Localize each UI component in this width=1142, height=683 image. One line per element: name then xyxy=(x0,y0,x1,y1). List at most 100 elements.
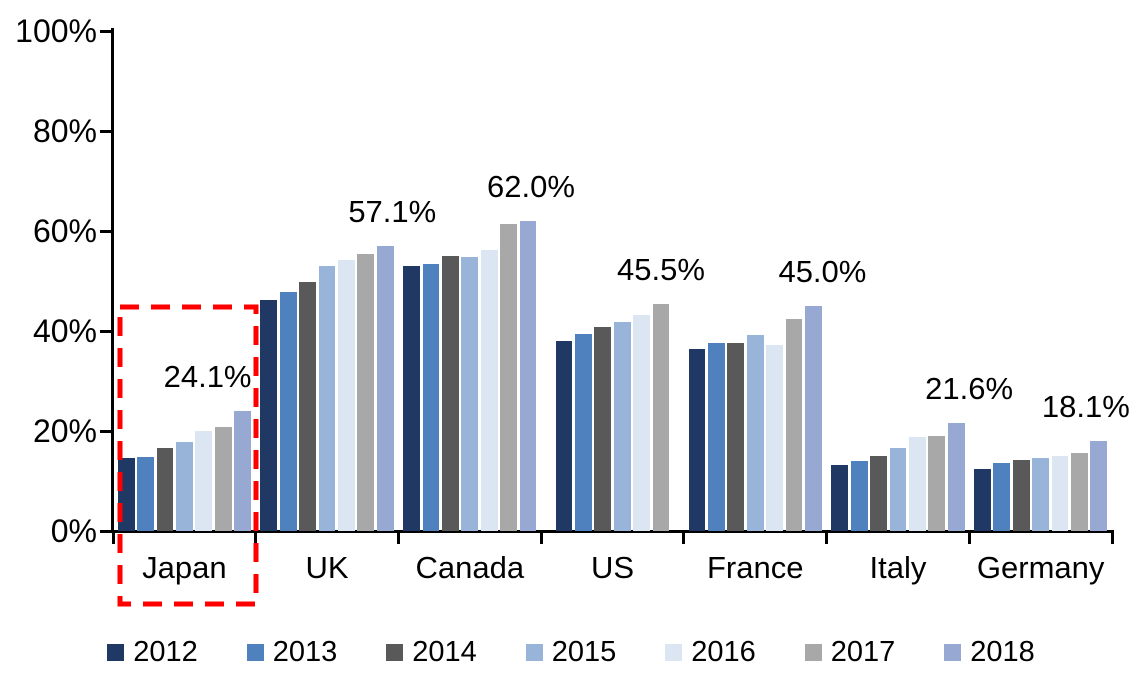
bar-germany-2018 xyxy=(1090,440,1108,531)
x-axis-tick-mark xyxy=(1110,531,1114,544)
bar-uk-2012 xyxy=(260,299,278,531)
bar-uk-2018 xyxy=(376,245,394,531)
legend-item-2013: 2013 xyxy=(246,635,338,668)
x-axis-tick-mark xyxy=(396,531,400,544)
data-label-germany: 18.1% xyxy=(1041,388,1130,424)
bar-italy-2016 xyxy=(908,437,926,531)
legend-label-2015: 2015 xyxy=(551,635,617,668)
y-axis-tick-label: 20% xyxy=(32,413,97,449)
bar-france-2013 xyxy=(708,342,725,531)
bar-canada-2016 xyxy=(480,250,498,531)
y-axis-tick-mark xyxy=(100,329,113,333)
y-axis-tick-label: 40% xyxy=(32,313,97,349)
y-axis-tick-mark xyxy=(100,229,113,233)
bar-germany-2015 xyxy=(1032,458,1050,531)
bar-japan-2016 xyxy=(195,430,213,531)
bar-uk-2017 xyxy=(357,253,375,531)
y-axis-tick-label: 60% xyxy=(32,213,97,249)
y-axis-tick-label: 100% xyxy=(15,13,97,49)
legend-label-2016: 2016 xyxy=(691,635,756,668)
bar-italy-2015 xyxy=(889,448,907,531)
y-axis-tick-label: 0% xyxy=(50,513,97,549)
bar-italy-2012 xyxy=(831,465,849,531)
bar-us-2017 xyxy=(652,303,670,531)
bar-france-2018 xyxy=(805,306,822,531)
data-label-us: 45.5% xyxy=(617,251,705,287)
bar-germany-2013 xyxy=(993,462,1011,531)
bar-japan-2013 xyxy=(137,456,154,531)
legend-swatch-2016 xyxy=(665,643,683,661)
data-label-italy: 21.6% xyxy=(925,371,1014,406)
x-axis-tick-mark xyxy=(682,531,686,544)
bar-uk-2015 xyxy=(318,266,336,531)
bar-uk-2014 xyxy=(299,282,317,531)
legend-item-2015: 2015 xyxy=(525,635,617,668)
bar-france-2016 xyxy=(766,344,783,531)
bar-japan-2018 xyxy=(234,410,251,531)
y-axis-line xyxy=(111,28,114,533)
x-axis-tick-mark xyxy=(254,531,258,544)
data-label-japan: 24.1% xyxy=(163,358,252,394)
category-label-france: France xyxy=(706,550,804,585)
bar-canada-2017 xyxy=(500,223,517,531)
chart-legend: 2012 2013 2014 2015 2016 2017 2018 xyxy=(0,632,1142,672)
bar-canada-2012 xyxy=(403,266,420,531)
legend-item-2018: 2018 xyxy=(944,635,1035,668)
bar-germany-2017 xyxy=(1071,453,1088,531)
bar-france-2012 xyxy=(688,348,706,531)
bar-italy-2013 xyxy=(850,461,868,531)
data-label-france: 45.0% xyxy=(778,254,867,289)
bar-us-2015 xyxy=(613,322,631,531)
category-label-germany: Germany xyxy=(976,550,1105,585)
legend-item-2014: 2014 xyxy=(386,635,477,668)
legend-label-2017: 2017 xyxy=(830,635,896,668)
category-label-canada: Canada xyxy=(415,550,525,585)
legend-label-2012: 2012 xyxy=(133,635,198,668)
legend-label-2018: 2018 xyxy=(970,635,1035,668)
bar-uk-2016 xyxy=(338,260,355,531)
legend-item-2017: 2017 xyxy=(804,635,896,668)
bar-france-2014 xyxy=(727,343,745,531)
legend-swatch-2017 xyxy=(804,643,822,661)
bar-japan-2014 xyxy=(156,447,174,531)
legend-item-2016: 2016 xyxy=(665,635,756,668)
bar-italy-2018 xyxy=(947,423,965,531)
y-axis-tick-mark xyxy=(100,29,113,33)
x-axis-tick-mark xyxy=(825,531,829,544)
y-axis-tick-label: 80% xyxy=(32,113,97,149)
bar-us-2012 xyxy=(555,341,573,531)
bar-canada-2013 xyxy=(422,264,440,531)
bar-japan-2015 xyxy=(175,441,193,531)
bar-us-2016 xyxy=(633,314,650,531)
category-label-italy: Italy xyxy=(869,550,927,585)
x-axis-tick-mark xyxy=(111,531,115,544)
bar-germany-2014 xyxy=(1012,460,1030,531)
y-axis-tick-mark xyxy=(100,529,113,533)
bar-germany-2016 xyxy=(1051,456,1069,531)
category-label-uk: UK xyxy=(305,550,349,585)
category-label-japan: Japan xyxy=(142,550,227,585)
bar-italy-2017 xyxy=(928,436,946,531)
bar-germany-2012 xyxy=(974,469,991,531)
bar-italy-2014 xyxy=(870,456,887,531)
bar-canada-2018 xyxy=(519,221,537,531)
y-axis-tick-mark xyxy=(100,429,113,433)
legend-label-2013: 2013 xyxy=(272,635,338,668)
x-axis-tick-mark xyxy=(967,531,971,544)
bar-canada-2015 xyxy=(461,257,479,531)
bar-uk-2013 xyxy=(279,292,297,531)
y-axis-tick-mark xyxy=(100,129,113,133)
legend-item-2012: 2012 xyxy=(107,635,198,668)
bar-france-2017 xyxy=(785,319,803,531)
bar-japan-2017 xyxy=(214,426,232,531)
data-label-canada: 62.0% xyxy=(487,169,575,204)
legend-label-2014: 2014 xyxy=(412,635,477,668)
bar-us-2013 xyxy=(575,333,592,531)
bar-us-2014 xyxy=(594,326,612,531)
legend-swatch-2014 xyxy=(386,643,404,661)
category-label-us: US xyxy=(590,550,635,585)
legend-swatch-2013 xyxy=(246,643,264,661)
bar-france-2015 xyxy=(746,335,764,531)
x-axis-tick-mark xyxy=(539,531,543,544)
